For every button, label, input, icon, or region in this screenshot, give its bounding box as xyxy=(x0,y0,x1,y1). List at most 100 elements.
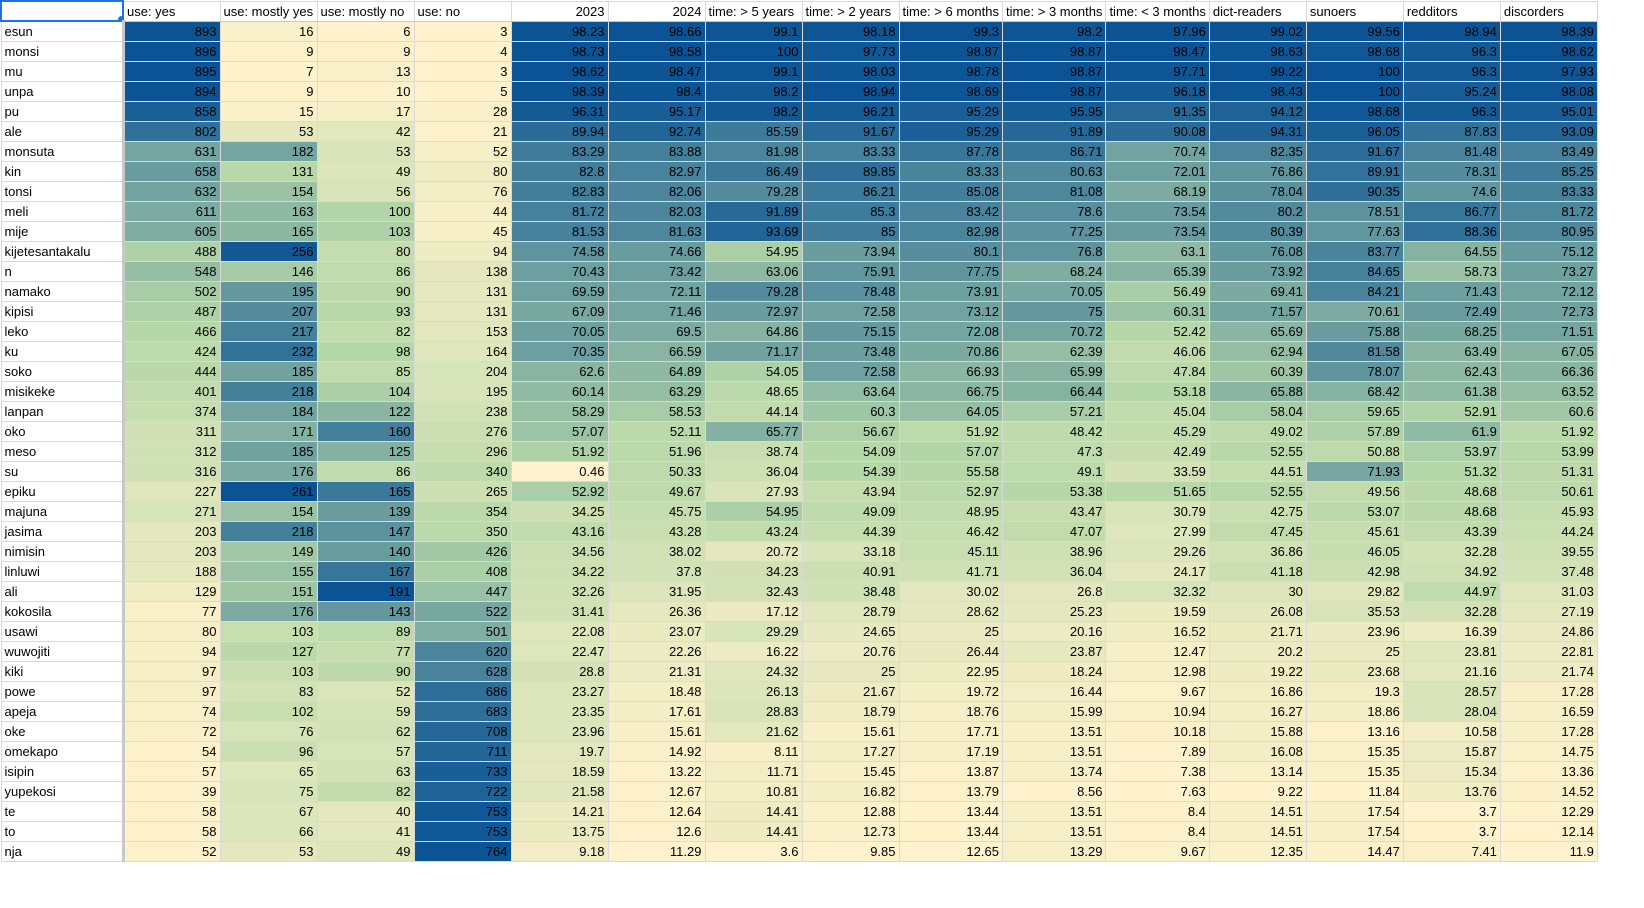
data-cell[interactable]: 47.84 xyxy=(1105,361,1210,382)
data-cell[interactable]: 70.74 xyxy=(1105,141,1210,162)
data-cell[interactable]: 98.39 xyxy=(510,81,609,102)
data-cell[interactable]: 127 xyxy=(219,641,318,662)
data-cell[interactable]: 16.39 xyxy=(1402,621,1501,642)
data-cell[interactable]: 24.65 xyxy=(801,621,900,642)
data-cell[interactable]: 15.35 xyxy=(1305,741,1404,762)
data-cell[interactable]: 611 xyxy=(122,201,221,222)
column-header[interactable]: time: < 3 months xyxy=(1105,0,1210,22)
data-cell[interactable]: 96.3 xyxy=(1402,41,1501,62)
data-cell[interactable]: 18.86 xyxy=(1305,701,1404,722)
data-cell[interactable]: 185 xyxy=(219,441,318,462)
data-cell[interactable]: 426 xyxy=(413,541,512,562)
data-cell[interactable]: 94 xyxy=(122,641,221,662)
data-cell[interactable]: 40.91 xyxy=(801,561,900,582)
data-cell[interactable]: 94 xyxy=(413,241,512,262)
data-cell[interactable]: 67.05 xyxy=(1499,341,1598,362)
data-cell[interactable]: 52.55 xyxy=(1208,481,1307,502)
data-cell[interactable]: 73.42 xyxy=(607,261,706,282)
data-cell[interactable]: 66.44 xyxy=(1001,381,1107,402)
data-cell[interactable]: 28.79 xyxy=(801,601,900,622)
data-cell[interactable]: 424 xyxy=(122,341,221,362)
data-cell[interactable]: 90.08 xyxy=(1105,121,1210,142)
data-cell[interactable]: 316 xyxy=(122,461,221,482)
data-cell[interactable]: 12.35 xyxy=(1208,841,1307,862)
data-cell[interactable]: 32.43 xyxy=(704,581,803,602)
data-cell[interactable]: 711 xyxy=(413,741,512,762)
row-label-cell[interactable]: kipisi xyxy=(0,301,125,322)
data-cell[interactable]: 66.36 xyxy=(1499,361,1598,382)
data-cell[interactable]: 43.47 xyxy=(1001,501,1107,522)
row-label-cell[interactable]: nimisin xyxy=(0,541,125,562)
data-cell[interactable]: 58.04 xyxy=(1208,401,1307,422)
data-cell[interactable]: 89.85 xyxy=(801,161,900,182)
data-cell[interactable]: 58 xyxy=(122,821,221,842)
data-cell[interactable]: 32.32 xyxy=(1105,581,1210,602)
data-cell[interactable]: 81.63 xyxy=(607,221,706,242)
column-header[interactable]: use: mostly no xyxy=(316,0,415,22)
data-cell[interactable]: 57.21 xyxy=(1001,401,1107,422)
data-cell[interactable]: 44.39 xyxy=(801,521,900,542)
data-cell[interactable]: 62.43 xyxy=(1402,361,1501,382)
data-cell[interactable]: 80.95 xyxy=(1499,221,1598,242)
data-cell[interactable]: 103 xyxy=(316,221,415,242)
data-cell[interactable]: 83.88 xyxy=(607,141,706,162)
data-cell[interactable]: 265 xyxy=(413,481,512,502)
data-cell[interactable]: 98.66 xyxy=(607,20,706,42)
data-cell[interactable]: 63.64 xyxy=(801,381,900,402)
row-label-cell[interactable]: leko xyxy=(0,321,125,342)
data-cell[interactable]: 37.48 xyxy=(1499,561,1598,582)
data-cell[interactable]: 99.56 xyxy=(1305,20,1404,42)
data-cell[interactable]: 84.21 xyxy=(1305,281,1404,302)
data-cell[interactable]: 90 xyxy=(316,661,415,682)
data-cell[interactable]: 75 xyxy=(1001,301,1107,322)
data-cell[interactable]: 34.56 xyxy=(510,541,609,562)
data-cell[interactable]: 184 xyxy=(219,401,318,422)
data-cell[interactable]: 80.2 xyxy=(1208,201,1307,222)
data-cell[interactable]: 21.16 xyxy=(1402,661,1501,682)
data-cell[interactable]: 122 xyxy=(316,401,415,422)
data-cell[interactable]: 44 xyxy=(413,201,512,222)
data-cell[interactable]: 98.68 xyxy=(1305,41,1404,62)
data-cell[interactable]: 21 xyxy=(413,121,512,142)
data-cell[interactable]: 154 xyxy=(219,501,318,522)
data-cell[interactable]: 10.81 xyxy=(704,781,803,802)
data-cell[interactable]: 16.86 xyxy=(1208,681,1307,702)
data-cell[interactable]: 99.3 xyxy=(898,20,1003,42)
data-cell[interactable]: 58 xyxy=(122,801,221,822)
data-cell[interactable]: 82.83 xyxy=(510,181,609,202)
data-cell[interactable]: 9.22 xyxy=(1208,781,1307,802)
data-cell[interactable]: 26.13 xyxy=(704,681,803,702)
data-cell[interactable]: 100 xyxy=(704,41,803,62)
data-cell[interactable]: 72.12 xyxy=(1499,281,1598,302)
column-header[interactable]: use: yes xyxy=(122,0,221,22)
row-label-cell[interactable]: monsi xyxy=(0,41,125,62)
data-cell[interactable]: 42.49 xyxy=(1105,441,1210,462)
data-cell[interactable]: 98.2 xyxy=(1001,20,1107,42)
data-cell[interactable]: 12.67 xyxy=(607,781,706,802)
row-label-cell[interactable]: su xyxy=(0,461,125,482)
row-label-cell[interactable]: te xyxy=(0,801,125,822)
data-cell[interactable]: 9.18 xyxy=(510,841,609,862)
data-cell[interactable]: 93 xyxy=(316,301,415,322)
data-cell[interactable]: 487 xyxy=(122,301,221,322)
data-cell[interactable]: 52.92 xyxy=(510,481,609,502)
data-cell[interactable]: 83.29 xyxy=(510,141,609,162)
data-cell[interactable]: 13.51 xyxy=(1001,741,1107,762)
data-cell[interactable]: 16.44 xyxy=(1001,681,1107,702)
data-cell[interactable]: 16.52 xyxy=(1105,621,1210,642)
data-cell[interactable]: 204 xyxy=(413,361,512,382)
data-cell[interactable]: 708 xyxy=(413,721,512,742)
data-cell[interactable]: 75 xyxy=(219,781,318,802)
data-cell[interactable]: 63.29 xyxy=(607,381,706,402)
data-cell[interactable]: 22.08 xyxy=(510,621,609,642)
data-cell[interactable]: 6 xyxy=(316,20,415,42)
data-cell[interactable]: 48.95 xyxy=(898,501,1003,522)
data-cell[interactable]: 17.71 xyxy=(898,721,1003,742)
data-cell[interactable]: 22.47 xyxy=(510,641,609,662)
row-label-cell[interactable]: powe xyxy=(0,681,125,702)
data-cell[interactable]: 203 xyxy=(122,541,221,562)
data-cell[interactable]: 25 xyxy=(898,621,1003,642)
data-cell[interactable]: 45.11 xyxy=(898,541,1003,562)
data-cell[interactable]: 45.93 xyxy=(1499,501,1598,522)
data-cell[interactable]: 45.29 xyxy=(1105,421,1210,442)
